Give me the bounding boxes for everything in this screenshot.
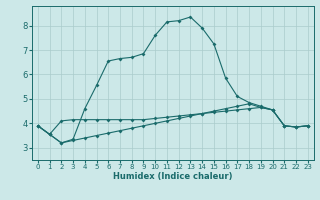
X-axis label: Humidex (Indice chaleur): Humidex (Indice chaleur) <box>113 172 233 181</box>
